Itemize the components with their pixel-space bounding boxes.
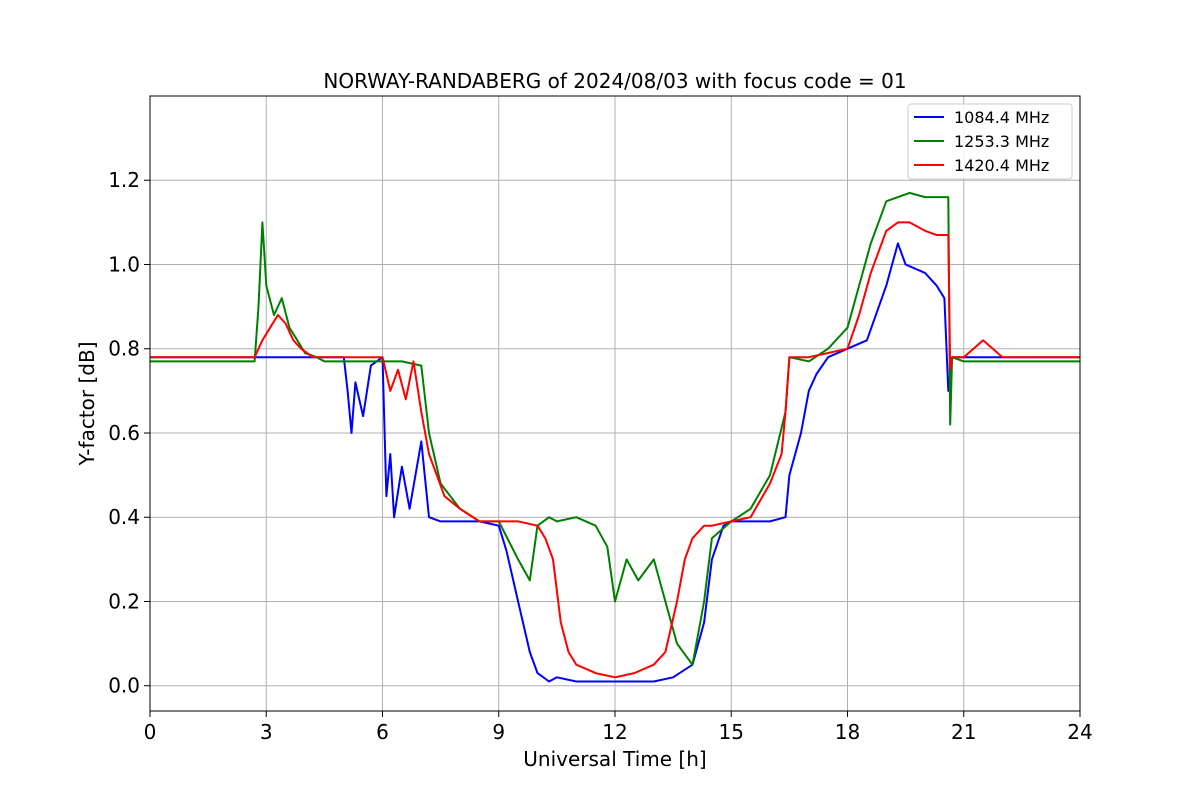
x-tick-label: 12 — [602, 720, 627, 744]
legend-box — [907, 103, 1073, 180]
legend-entry-label: 1084.4 MHz — [954, 108, 1049, 127]
y-tick-label: 0.8 — [108, 337, 140, 361]
x-tick-label: 0 — [144, 720, 157, 744]
x-tick-label: 18 — [835, 720, 860, 744]
y-axis-label: Y-factor [dB] — [75, 341, 99, 466]
x-axis-ticks: 0 3 6 9 12 15 18 21 24 — [144, 711, 1093, 744]
x-tick-label: 3 — [260, 720, 273, 744]
series-lines — [150, 191, 1080, 683]
x-tick-label: 24 — [1067, 720, 1092, 744]
legend-entry-label: 1420.4 MHz — [954, 156, 1049, 175]
legend-entry-label: 1253.3 MHz — [954, 132, 1049, 151]
legend: 1084.4 MHz 1253.3 MHz 1420.4 MHz — [907, 103, 1073, 180]
y-axis-ticks: 0.0 0.2 0.4 0.6 0.8 1.0 1.2 — [108, 168, 150, 698]
y-tick-label: 1.2 — [108, 168, 140, 192]
y-tick-label: 0.4 — [108, 505, 140, 529]
x-tick-label: 6 — [376, 720, 389, 744]
x-axis-label: Universal Time [h] — [523, 747, 706, 771]
x-tick-label: 9 — [492, 720, 505, 744]
y-tick-label: 1.0 — [108, 252, 140, 276]
x-tick-label: 21 — [951, 720, 976, 744]
series-line-1420-4-mhz — [150, 221, 1080, 679]
y-tick-label: 0.2 — [108, 589, 140, 613]
y-tick-label: 0.6 — [108, 421, 140, 445]
series-line-1084-4-mhz — [150, 242, 1080, 683]
y-tick-label: 0.0 — [108, 674, 140, 698]
chart-title: NORWAY-RANDABERG of 2024/08/03 with focu… — [323, 69, 906, 93]
x-tick-label: 15 — [719, 720, 744, 744]
